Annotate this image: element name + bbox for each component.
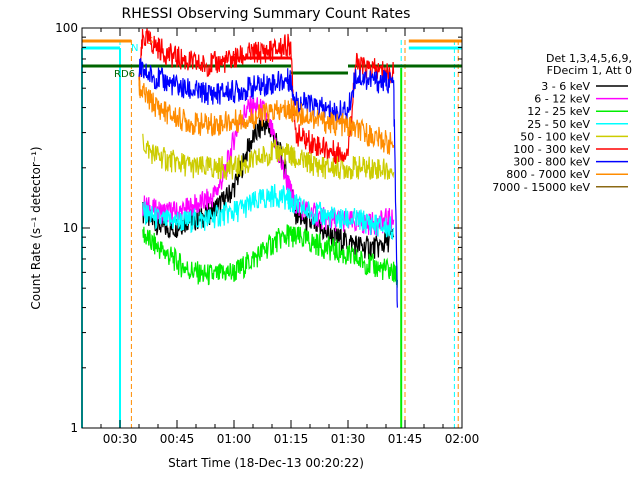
y-axis-ticks: 1 10 100 bbox=[55, 21, 462, 435]
series-layer bbox=[138, 28, 398, 308]
series-line bbox=[142, 224, 398, 288]
x-tick-label: 02:00 bbox=[445, 432, 480, 446]
x-tick-label: 01:00 bbox=[217, 432, 252, 446]
legend-entry-label: 300 - 800 keV bbox=[513, 156, 590, 169]
x-tick-label: 01:15 bbox=[274, 432, 309, 446]
series-line bbox=[142, 95, 395, 236]
legend-entry-label: 50 - 100 keV bbox=[520, 130, 590, 143]
legend-entry-label: 25 - 50 keV bbox=[527, 118, 590, 131]
flag-label: RD6 bbox=[114, 69, 135, 80]
legend-header: Det 1,3,4,5,6,9, bbox=[546, 52, 632, 65]
series-line bbox=[138, 58, 398, 308]
legend-entry-label: 12 - 25 keV bbox=[527, 105, 590, 118]
x-tick-label: 01:45 bbox=[388, 432, 423, 446]
y-tick-label: 1 bbox=[70, 421, 78, 435]
series-line bbox=[138, 28, 395, 164]
y-tick-label: 100 bbox=[55, 21, 78, 35]
series-line bbox=[142, 184, 395, 240]
legend: Det 1,3,4,5,6,9,FDecim 1, Att 0 3 - 6 keV… bbox=[492, 52, 632, 194]
legend-entry-label: 3 - 6 keV bbox=[541, 80, 590, 93]
x-axis-ticks: 00:30 00:45 01:00 01:15 01:30 01:45 02:00 bbox=[81, 28, 480, 446]
flag-label: N bbox=[131, 43, 138, 54]
legend-header: FDecim 1, Att 0 bbox=[547, 64, 632, 77]
legend-entry-label: 800 - 7000 keV bbox=[506, 168, 590, 181]
x-tick-label: 00:30 bbox=[103, 432, 138, 446]
series-line bbox=[138, 76, 395, 155]
y-axis-label: Count Rate (s⁻¹ detector⁻¹) bbox=[29, 146, 43, 309]
chart-title: RHESSI Observing Summary Count Rates bbox=[122, 6, 411, 22]
x-axis-label: Start Time (18-Dec-13 00:20:22) bbox=[168, 456, 364, 470]
x-tick-label: 00:45 bbox=[160, 432, 195, 446]
legend-entry-label: 100 - 300 keV bbox=[513, 143, 590, 156]
x-tick-label: 01:30 bbox=[331, 432, 366, 446]
legend-entry-label: 7000 - 15000 keV bbox=[492, 181, 590, 194]
y-tick-label: 10 bbox=[63, 221, 78, 235]
series-line bbox=[142, 133, 395, 180]
legend-entry-label: 6 - 12 keV bbox=[534, 93, 590, 106]
